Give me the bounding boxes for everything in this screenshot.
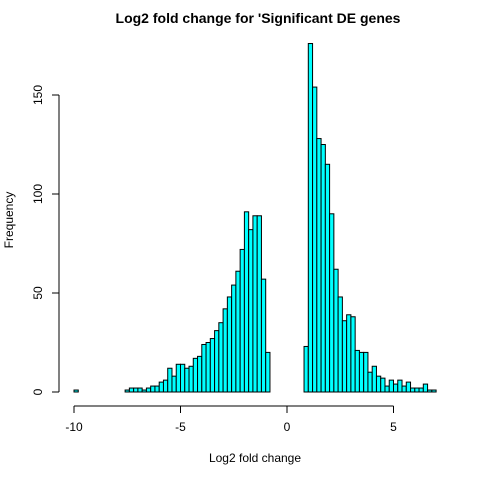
histogram-bar <box>265 351 271 393</box>
histogram-bar <box>218 322 224 393</box>
y-tick-label: 100 <box>31 184 45 204</box>
histogram-bar <box>252 215 258 393</box>
histogram-bar <box>235 270 241 393</box>
histogram-bar <box>192 357 199 393</box>
histogram-bar <box>375 375 382 393</box>
y-axis-label: Frequency <box>2 192 16 249</box>
histogram-bar <box>188 365 194 393</box>
histogram-bar <box>175 363 182 393</box>
histogram-bar <box>307 43 314 393</box>
histogram-bar <box>158 381 164 393</box>
histogram-bar <box>171 375 177 393</box>
histogram-bar <box>133 387 139 393</box>
histogram-bar <box>371 365 377 393</box>
histogram-bar <box>388 379 394 393</box>
histogram-bar <box>180 363 186 393</box>
x-tick-label: -5 <box>175 420 186 434</box>
histogram-bar <box>137 387 143 393</box>
histogram-bar <box>354 349 360 393</box>
histogram-bar <box>380 377 386 393</box>
histogram-bar <box>239 248 245 393</box>
histogram-bar <box>329 213 335 393</box>
histogram-bar <box>384 385 390 393</box>
histogram-bar <box>337 296 343 393</box>
histogram-bar <box>209 338 216 393</box>
x-tick-label: 0 <box>284 420 291 434</box>
histogram-bar <box>324 163 331 393</box>
histogram-bar <box>431 389 437 393</box>
histogram-bar <box>393 383 399 393</box>
histogram-bar <box>405 381 412 393</box>
histogram-bar <box>410 387 416 393</box>
histogram-bar <box>401 385 407 393</box>
y-tick-label: 0 <box>31 388 45 395</box>
histogram-bar <box>167 367 173 393</box>
histogram-bar <box>154 385 160 393</box>
histogram-bar <box>201 343 207 393</box>
histogram-bar <box>150 385 156 393</box>
histogram-bar <box>222 308 228 393</box>
x-tick-label: 5 <box>390 420 397 434</box>
histogram-bar <box>418 387 424 393</box>
histogram-bar <box>197 355 203 393</box>
histogram-bar <box>414 387 420 393</box>
histogram-bar <box>162 379 169 393</box>
x-axis-label: Log2 fold change <box>209 451 301 465</box>
x-tick-label: -10 <box>65 420 83 434</box>
x-axis: -10 -5 0 5 <box>65 405 397 434</box>
histogram-bar <box>422 383 429 393</box>
histogram-bar <box>205 342 211 393</box>
histogram-bar <box>184 367 190 393</box>
histogram-bar <box>141 389 147 393</box>
histogram-bar <box>427 389 433 393</box>
histogram-bar <box>73 389 79 393</box>
y-axis: 0 50 100 150 <box>31 85 60 395</box>
histogram-bar <box>248 229 254 393</box>
chart-title: Log2 fold change for 'Significant DE gen… <box>116 10 401 26</box>
y-tick-label: 150 <box>31 85 45 105</box>
histogram-bar <box>350 316 356 393</box>
histogram-bar <box>303 345 309 393</box>
histogram-bar <box>312 86 318 393</box>
histogram-bar <box>397 379 403 393</box>
histogram-bar <box>367 371 373 393</box>
histogram-bar <box>243 211 250 393</box>
histogram-bar <box>341 320 348 393</box>
histogram-bar <box>145 387 152 393</box>
histogram-bar <box>124 389 130 393</box>
histogram-bar <box>226 296 233 393</box>
histogram-bar <box>320 144 326 393</box>
histogram-bar <box>214 330 220 393</box>
y-tick-label: 50 <box>31 286 45 300</box>
histogram-bar <box>256 215 262 393</box>
histogram-bars <box>73 43 437 393</box>
histogram-bar <box>316 138 322 393</box>
histogram-bar <box>346 314 352 393</box>
histogram-bar <box>231 284 237 393</box>
histogram-bar <box>333 268 339 393</box>
histogram-bar <box>358 351 365 393</box>
histogram-bar <box>260 278 267 393</box>
histogram-bar <box>128 387 135 393</box>
histogram-bar <box>363 351 369 393</box>
